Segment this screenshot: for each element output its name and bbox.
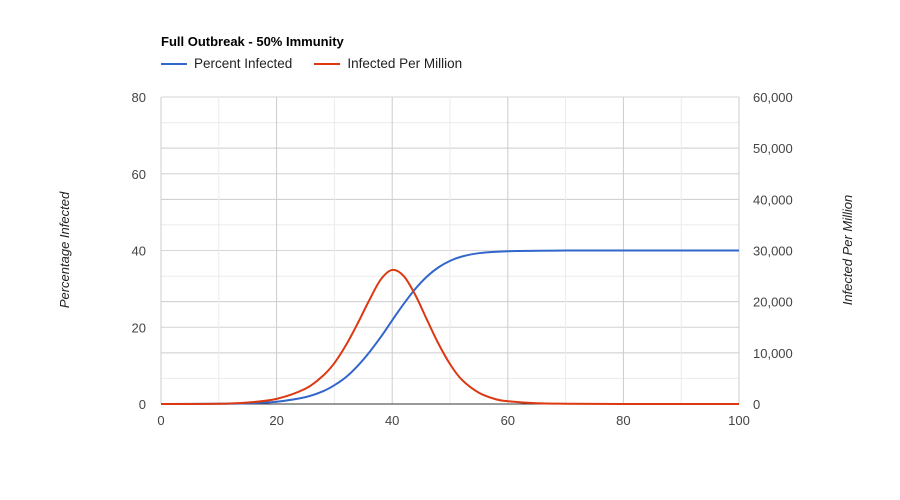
y-left-tick-label: 0: [139, 397, 146, 412]
y-left-tick-label: 80: [132, 90, 146, 105]
legend-swatch-infected-per-million: [314, 62, 341, 65]
y-right-tick-label: 50,000: [753, 141, 793, 156]
tick-labels: 0 20 40 60 80 100020406080010,00020,00030,000…: [132, 90, 793, 428]
y-left-tick-label: 20: [132, 320, 146, 335]
x-tick-label: 60: [501, 413, 515, 428]
x-tick-label: 100: [728, 413, 750, 428]
x-tick-label: 80: [616, 413, 630, 428]
legend-item-percent-infected[interactable]: Percent Infected: [161, 56, 292, 71]
legend-label-percent-infected: Percent Infected: [194, 56, 293, 71]
y-axis-right-title: Infected Per Million: [840, 195, 855, 306]
x-tick-label: 20: [269, 413, 283, 428]
x-tick-label: 0: [157, 413, 164, 428]
series-line-percent-infected: [160, 249, 739, 405]
series-lines: [160, 249, 740, 406]
legend-label-infected-per-million: Infected Per Million: [347, 56, 463, 71]
y-right-tick-label: 40,000: [753, 192, 793, 207]
y-right-tick-label: 0: [753, 397, 760, 412]
legend-item-infected-per-million[interactable]: Infected Per Million: [314, 56, 462, 71]
x-tick-label: 40: [385, 413, 399, 428]
y-right-tick-label: 30,000: [753, 244, 793, 259]
y-right-tick-label: 60,000: [753, 90, 793, 105]
y-right-tick-label: 10,000: [753, 346, 793, 361]
chart-title: Full Outbreak - 50% Immunity: [161, 34, 344, 49]
series-line-infected-per-million: [160, 268, 740, 406]
y-right-tick-label: 20,000: [753, 295, 793, 310]
y-axis-left-title: Percentage Infected: [57, 191, 72, 308]
y-left-tick-label: 40: [132, 244, 146, 259]
legend-swatch-percent-infected: [161, 62, 187, 65]
y-left-tick-label: 60: [132, 167, 146, 182]
legend[interactable]: Percent Infected Infected Per Million: [161, 56, 484, 71]
